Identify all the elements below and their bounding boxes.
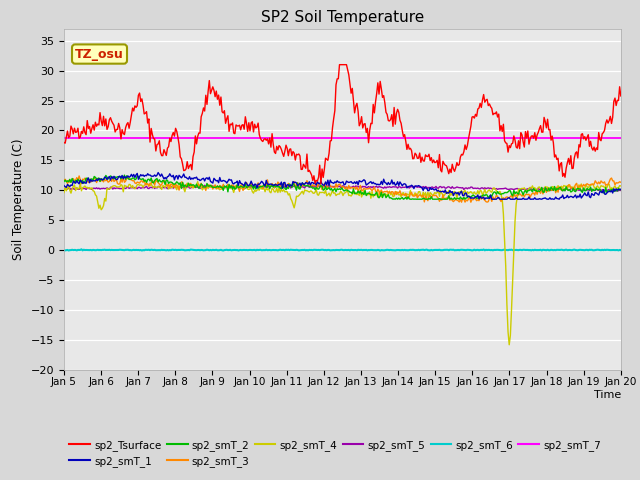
X-axis label: Time: Time (593, 390, 621, 400)
Legend: sp2_Tsurface, sp2_smT_1, sp2_smT_2, sp2_smT_3, sp2_smT_4, sp2_smT_5, sp2_smT_6, : sp2_Tsurface, sp2_smT_1, sp2_smT_2, sp2_… (69, 440, 601, 467)
Y-axis label: Soil Temperature (C): Soil Temperature (C) (12, 138, 25, 260)
Text: TZ_osu: TZ_osu (75, 48, 124, 60)
Title: SP2 Soil Temperature: SP2 Soil Temperature (260, 10, 424, 25)
